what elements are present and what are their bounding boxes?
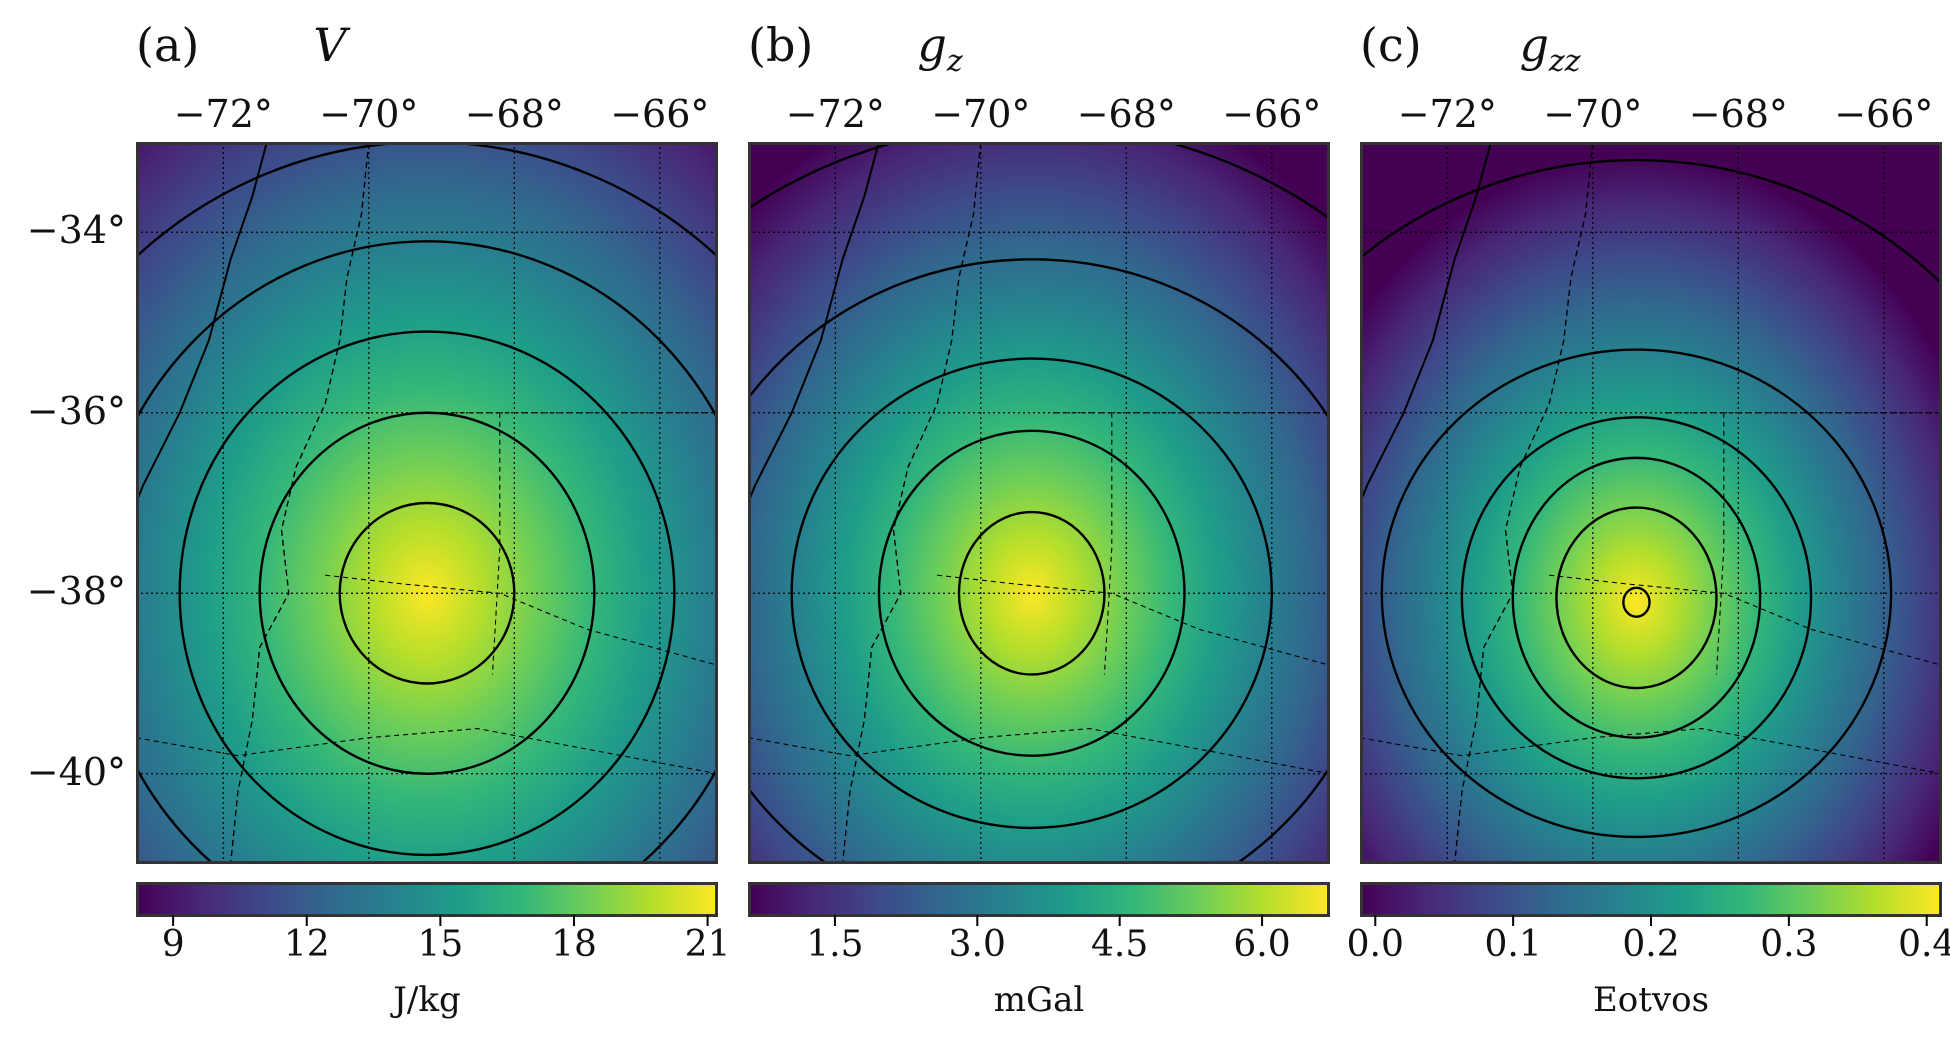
field-heatmap xyxy=(1360,142,1942,864)
lat-tick-label: −40° xyxy=(26,749,126,794)
contour-line xyxy=(1380,348,1893,839)
colorbar-tick-label: 9 xyxy=(161,924,185,965)
lat-tick-label: −34° xyxy=(26,208,126,253)
province-border xyxy=(1549,574,1942,666)
contour-line xyxy=(1360,158,1942,286)
colorbar-tick-label: 0.2 xyxy=(1622,924,1680,965)
colorbar-tick-label: 21 xyxy=(684,924,731,965)
lon-tick-label: −72° xyxy=(1397,92,1497,136)
contour-line xyxy=(338,501,516,685)
map-plot xyxy=(748,142,1330,864)
colorbar-tick-label: 6.0 xyxy=(1233,924,1291,965)
contour-line xyxy=(1460,416,1813,780)
panel-letter: (c) xyxy=(1360,18,1422,72)
panel-letter: (b) xyxy=(748,18,814,72)
coastline xyxy=(748,142,880,732)
coastline xyxy=(1360,142,1492,732)
lon-tick-label: −66° xyxy=(610,92,710,136)
contour-line xyxy=(790,357,1274,830)
colorbar-tick-label: 1.5 xyxy=(806,924,864,965)
colorbar xyxy=(136,882,718,926)
panel-title-subscript: zz xyxy=(1548,44,1581,80)
colorbar-tick-label: 15 xyxy=(417,924,464,965)
colorbar xyxy=(1360,882,1942,926)
map-frame xyxy=(748,142,1330,864)
province-border xyxy=(136,728,718,775)
colorbar-tick-label: 0.3 xyxy=(1760,924,1818,965)
colorbar-tick-label: 4.5 xyxy=(1091,924,1149,965)
contour-line xyxy=(178,330,676,857)
lon-tick-label: −70° xyxy=(319,92,419,136)
colorbar-tick-label: 18 xyxy=(551,924,597,965)
coastline xyxy=(136,142,268,732)
map-plot xyxy=(136,142,718,864)
panel-title: V xyxy=(230,18,430,72)
province-border xyxy=(1715,412,1725,675)
panel-3: (c) gzz −72° −70° −68° −66° 0.0 0.1 0.2 0.3 0.4 Eot… xyxy=(1347,0,1950,1050)
contour-line xyxy=(258,411,596,775)
contour-line xyxy=(1622,586,1651,618)
panel-1: (a) V −72° −70° −68° −66° −34° −36° −38° −40° 9 12 1… xyxy=(27,0,736,1050)
contour-line xyxy=(1511,456,1762,739)
lon-tick-label: −68° xyxy=(1076,92,1176,136)
colorbar-label: mGal xyxy=(993,980,1085,1020)
panel-title-main: g xyxy=(1519,18,1549,72)
colorbar-tick-label: 0.4 xyxy=(1898,924,1950,965)
colorbar xyxy=(748,882,1330,926)
province-border xyxy=(1103,412,1113,675)
colorbar-tick-label: 3.0 xyxy=(948,924,1006,965)
lat-tick-label: −36° xyxy=(26,388,126,433)
lat-tick-label: −38° xyxy=(26,569,126,614)
province-border xyxy=(748,728,1330,775)
lon-tick-label: −68° xyxy=(464,92,564,136)
country-border xyxy=(229,142,370,864)
province-border xyxy=(325,574,718,666)
colorbar-label: J/kg xyxy=(393,980,461,1020)
field-heatmap xyxy=(748,142,1330,864)
province-border xyxy=(1360,728,1942,775)
province-border xyxy=(491,412,501,675)
panel-title: gz xyxy=(840,18,1040,79)
colorbar-tick-label: 0.0 xyxy=(1346,924,1404,965)
colorbar-label: Eotvos xyxy=(1592,980,1710,1020)
colorbar-tick-label: 12 xyxy=(283,924,330,965)
map-plot xyxy=(1360,142,1942,864)
contour-line xyxy=(748,258,1330,864)
country-border xyxy=(841,142,982,864)
colorbar-tick-label: 0.1 xyxy=(1484,924,1542,965)
country-border xyxy=(1453,142,1594,864)
contour-line xyxy=(877,429,1186,757)
map-frame xyxy=(1360,142,1942,864)
lon-tick-label: −66° xyxy=(1222,92,1322,136)
lon-tick-label: −72° xyxy=(785,92,885,136)
panel-title: gzz xyxy=(1450,18,1650,79)
lon-tick-label: −72° xyxy=(173,92,273,136)
contour-line xyxy=(136,240,718,864)
lon-tick-label: −70° xyxy=(1543,92,1643,136)
lon-tick-label: −66° xyxy=(1834,92,1934,136)
panel-2: (b) gz −72° −70° −68° −66° 1.5 3.0 4.5 6.0 mGal xyxy=(748,0,1348,1050)
panel-title-main: g xyxy=(917,18,947,72)
panel-letter: (a) xyxy=(136,18,200,72)
lon-tick-label: −68° xyxy=(1688,92,1788,136)
panel-title-subscript: z xyxy=(946,44,963,80)
map-frame xyxy=(136,142,718,864)
contour-line xyxy=(957,510,1106,676)
province-border xyxy=(937,574,1330,666)
lon-tick-label: −70° xyxy=(931,92,1031,136)
contour-line xyxy=(1555,506,1718,690)
panel-title-main: V xyxy=(313,18,347,72)
